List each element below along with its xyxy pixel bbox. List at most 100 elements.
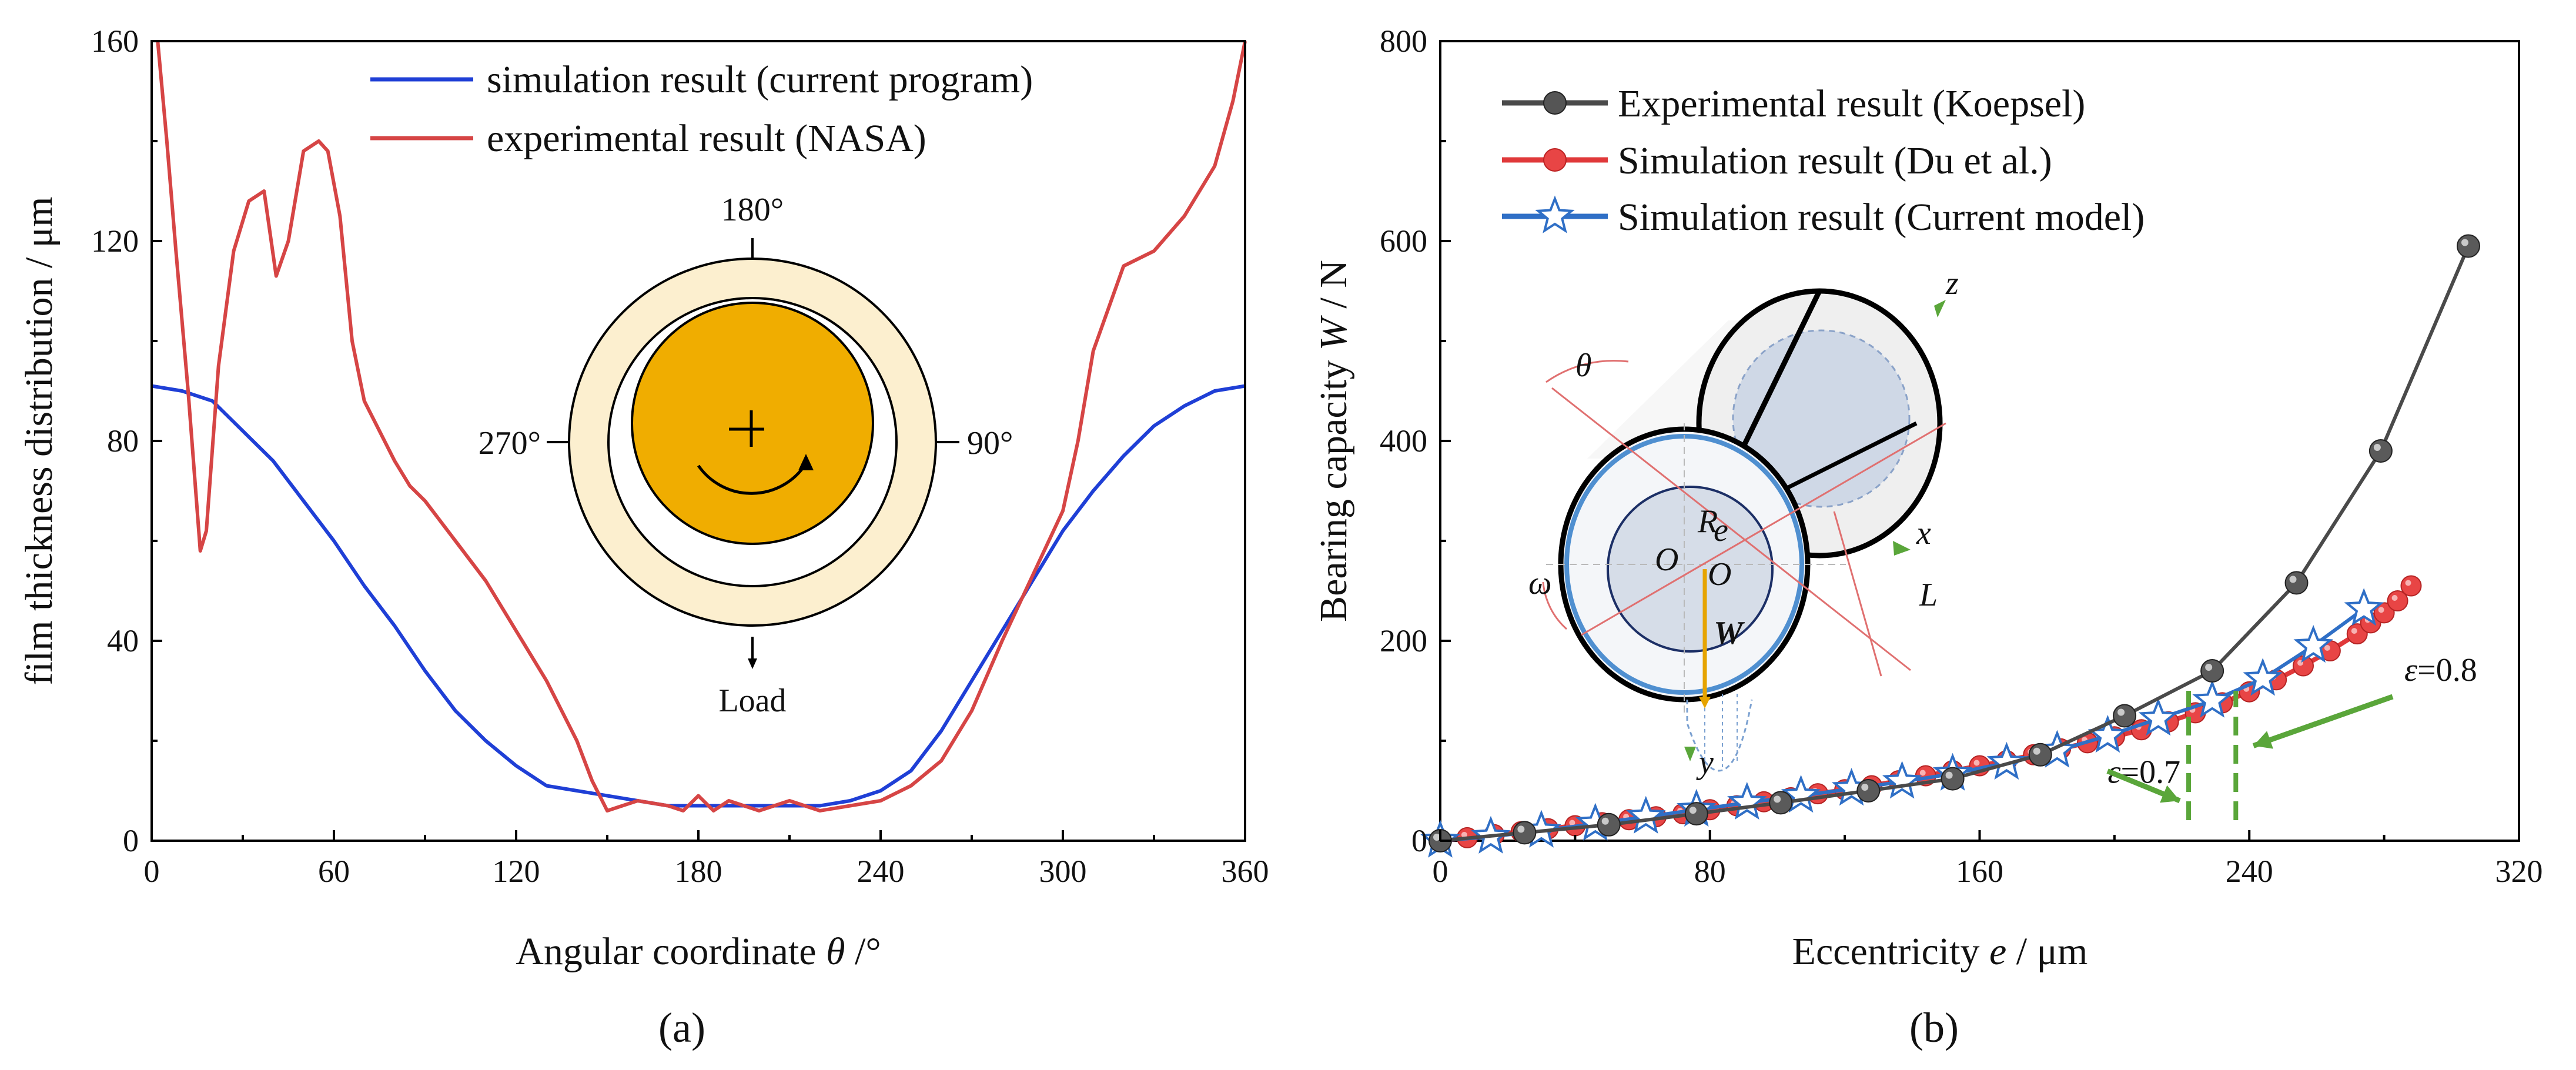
legend-label-du: Simulation result (Du et al.) [1618, 139, 2052, 182]
koepsel-point-highlight [2461, 239, 2468, 246]
koepsel-point [2028, 743, 2052, 767]
koepsel-point-highlight [2373, 444, 2381, 451]
legend-label-experimental: experimental result (NASA) [487, 117, 926, 160]
current-model-point [2138, 698, 2179, 736]
inset-label-y: y [1696, 744, 1714, 781]
simulation-series-line [151, 384, 1246, 808]
koepsel-point-highlight [2205, 664, 2213, 671]
du-point-highlight [1919, 770, 1926, 776]
a-x-tick-label: 0 [144, 854, 160, 889]
panel-a: 0 60 120 180 240 300 360 0 40 80 120 160 simulation… [18, 24, 1269, 1051]
legend-marker-du [1543, 148, 1567, 172]
koepsel-point [1769, 791, 1793, 815]
panel-a-label: (a) [658, 1004, 705, 1051]
panel-b: z x y θ ω R e O O W L 0 80 160 240 320 0 200 40… [1312, 24, 2543, 1051]
b-x-tick-label: 240 [2226, 854, 2273, 889]
legend-label-koepsel: Experimental result (Koepsel) [1618, 82, 2085, 125]
current-model-point [1626, 795, 1666, 834]
panel-a-y-axis-label: film thickness distribution / μm [18, 196, 61, 685]
a-y-tick-label: 80 [107, 423, 139, 459]
du-point-highlight [2405, 580, 2411, 586]
current-model-point [2344, 588, 2384, 626]
koepsel-point [2368, 439, 2393, 463]
inset-label-omega: ω [1528, 565, 1552, 601]
a-y-tick-label: 160 [91, 24, 139, 59]
du-point-highlight [1973, 760, 1980, 766]
koepsel-point-highlight [2289, 576, 2297, 583]
koepsel-point [1941, 767, 1965, 791]
a-x-tick-label: 120 [493, 854, 540, 889]
inset-label-l: L [1919, 577, 1938, 613]
annotation-arrow-icon [2252, 694, 2394, 748]
current-model-point [2293, 624, 2333, 663]
a-x-tick-label: 240 [857, 854, 905, 889]
inset-label-w: W [1714, 615, 1745, 651]
current-model-point [1986, 741, 2027, 780]
rotation-arrow-icon [697, 463, 807, 495]
panel-a-legend: simulation result (current program) expe… [370, 58, 1033, 160]
legend-marker-current-star-icon [1535, 195, 1575, 233]
b-y-tick-label: 600 [1380, 223, 1427, 259]
koepsel-point-highlight [1945, 771, 1953, 779]
current-model-point [2243, 658, 2283, 696]
koepsel-point [1856, 779, 1881, 802]
inset-label-ob: O [1655, 541, 1678, 578]
koepsel-point [1513, 821, 1537, 845]
current-model-point [1882, 761, 1922, 799]
annotation-arrowhead-icon [2253, 731, 2273, 749]
b-y-tick-label: 200 [1380, 623, 1427, 658]
du-point-highlight [2378, 607, 2384, 613]
koepsel-point [2284, 571, 2309, 595]
a-y-tick-label: 0 [123, 823, 139, 858]
koepsel-point-highlight [1774, 795, 1781, 803]
experimental-series-line [156, 41, 1247, 812]
koepsel-point-highlight [1601, 817, 1609, 825]
a-x-tick-label: 180 [675, 854, 722, 889]
rotation-arrowhead-icon [798, 454, 814, 470]
koepsel-point-highlight [2117, 708, 2125, 716]
a-x-tick-label: 360 [1222, 854, 1269, 889]
inset-label-270: 270° [479, 425, 541, 462]
inset-label-e: e [1714, 512, 1728, 549]
b-series-line-2 [1440, 607, 2365, 842]
bearing-inset: 180° 270° 90° Load [479, 192, 1013, 719]
current-model-point [1781, 775, 1821, 813]
koepsel-point-highlight [2033, 747, 2040, 755]
du-point-highlight [2351, 628, 2357, 634]
annotation-arrowhead-icon [2160, 785, 2180, 803]
b-y-tick-label: 0 [1411, 823, 1427, 858]
b-x-tick-label: 160 [1956, 854, 2003, 889]
inset-label-x: x [1916, 515, 1931, 551]
inset-label-theta: θ [1575, 347, 1592, 384]
koepsel-point [2200, 659, 2224, 683]
du-point-highlight [2391, 595, 2398, 601]
koepsel-point [1684, 802, 1708, 826]
inset-label-z: z [1945, 265, 1959, 302]
a-y-tick-label: 40 [107, 623, 139, 658]
b-y-tick-label: 400 [1380, 423, 1427, 459]
inset-label-180: 180° [721, 192, 784, 228]
koepsel-point-highlight [1689, 807, 1697, 814]
inset-label-load: Load [718, 683, 786, 719]
du-point [2400, 575, 2422, 597]
panel-b-label: (b) [1909, 1004, 1959, 1051]
koepsel-point-highlight [1861, 784, 1869, 791]
koepsel-point-highlight [1433, 834, 1440, 841]
b-y-tick-label: 800 [1380, 24, 1427, 59]
panel-b-x-axis-label: Eccentricity e / μm [1792, 930, 2088, 973]
eccentricity-annotation: ε=0.7 [2107, 754, 2180, 790]
inset-label-r: R [1697, 503, 1718, 540]
koepsel-point-highlight [1517, 825, 1525, 833]
current-model-point [1727, 781, 1767, 820]
panel-b-legend: Experimental result (Koepsel) Simulation… [1502, 82, 2145, 239]
inset-label-90: 90° [967, 425, 1013, 462]
inset-label-oj: O [1708, 556, 1731, 593]
koepsel-point [2456, 234, 2480, 258]
du-point-highlight [1461, 831, 1467, 838]
a-y-tick-label: 120 [91, 223, 139, 259]
a-x-tick-label: 60 [318, 854, 350, 889]
eccentricity-annotation: ε=0.8 [2404, 652, 2477, 688]
bearing-schematic-inset: z x y θ ω R e O O W L [1528, 265, 1959, 781]
legend-marker-koepsel [1543, 91, 1567, 115]
